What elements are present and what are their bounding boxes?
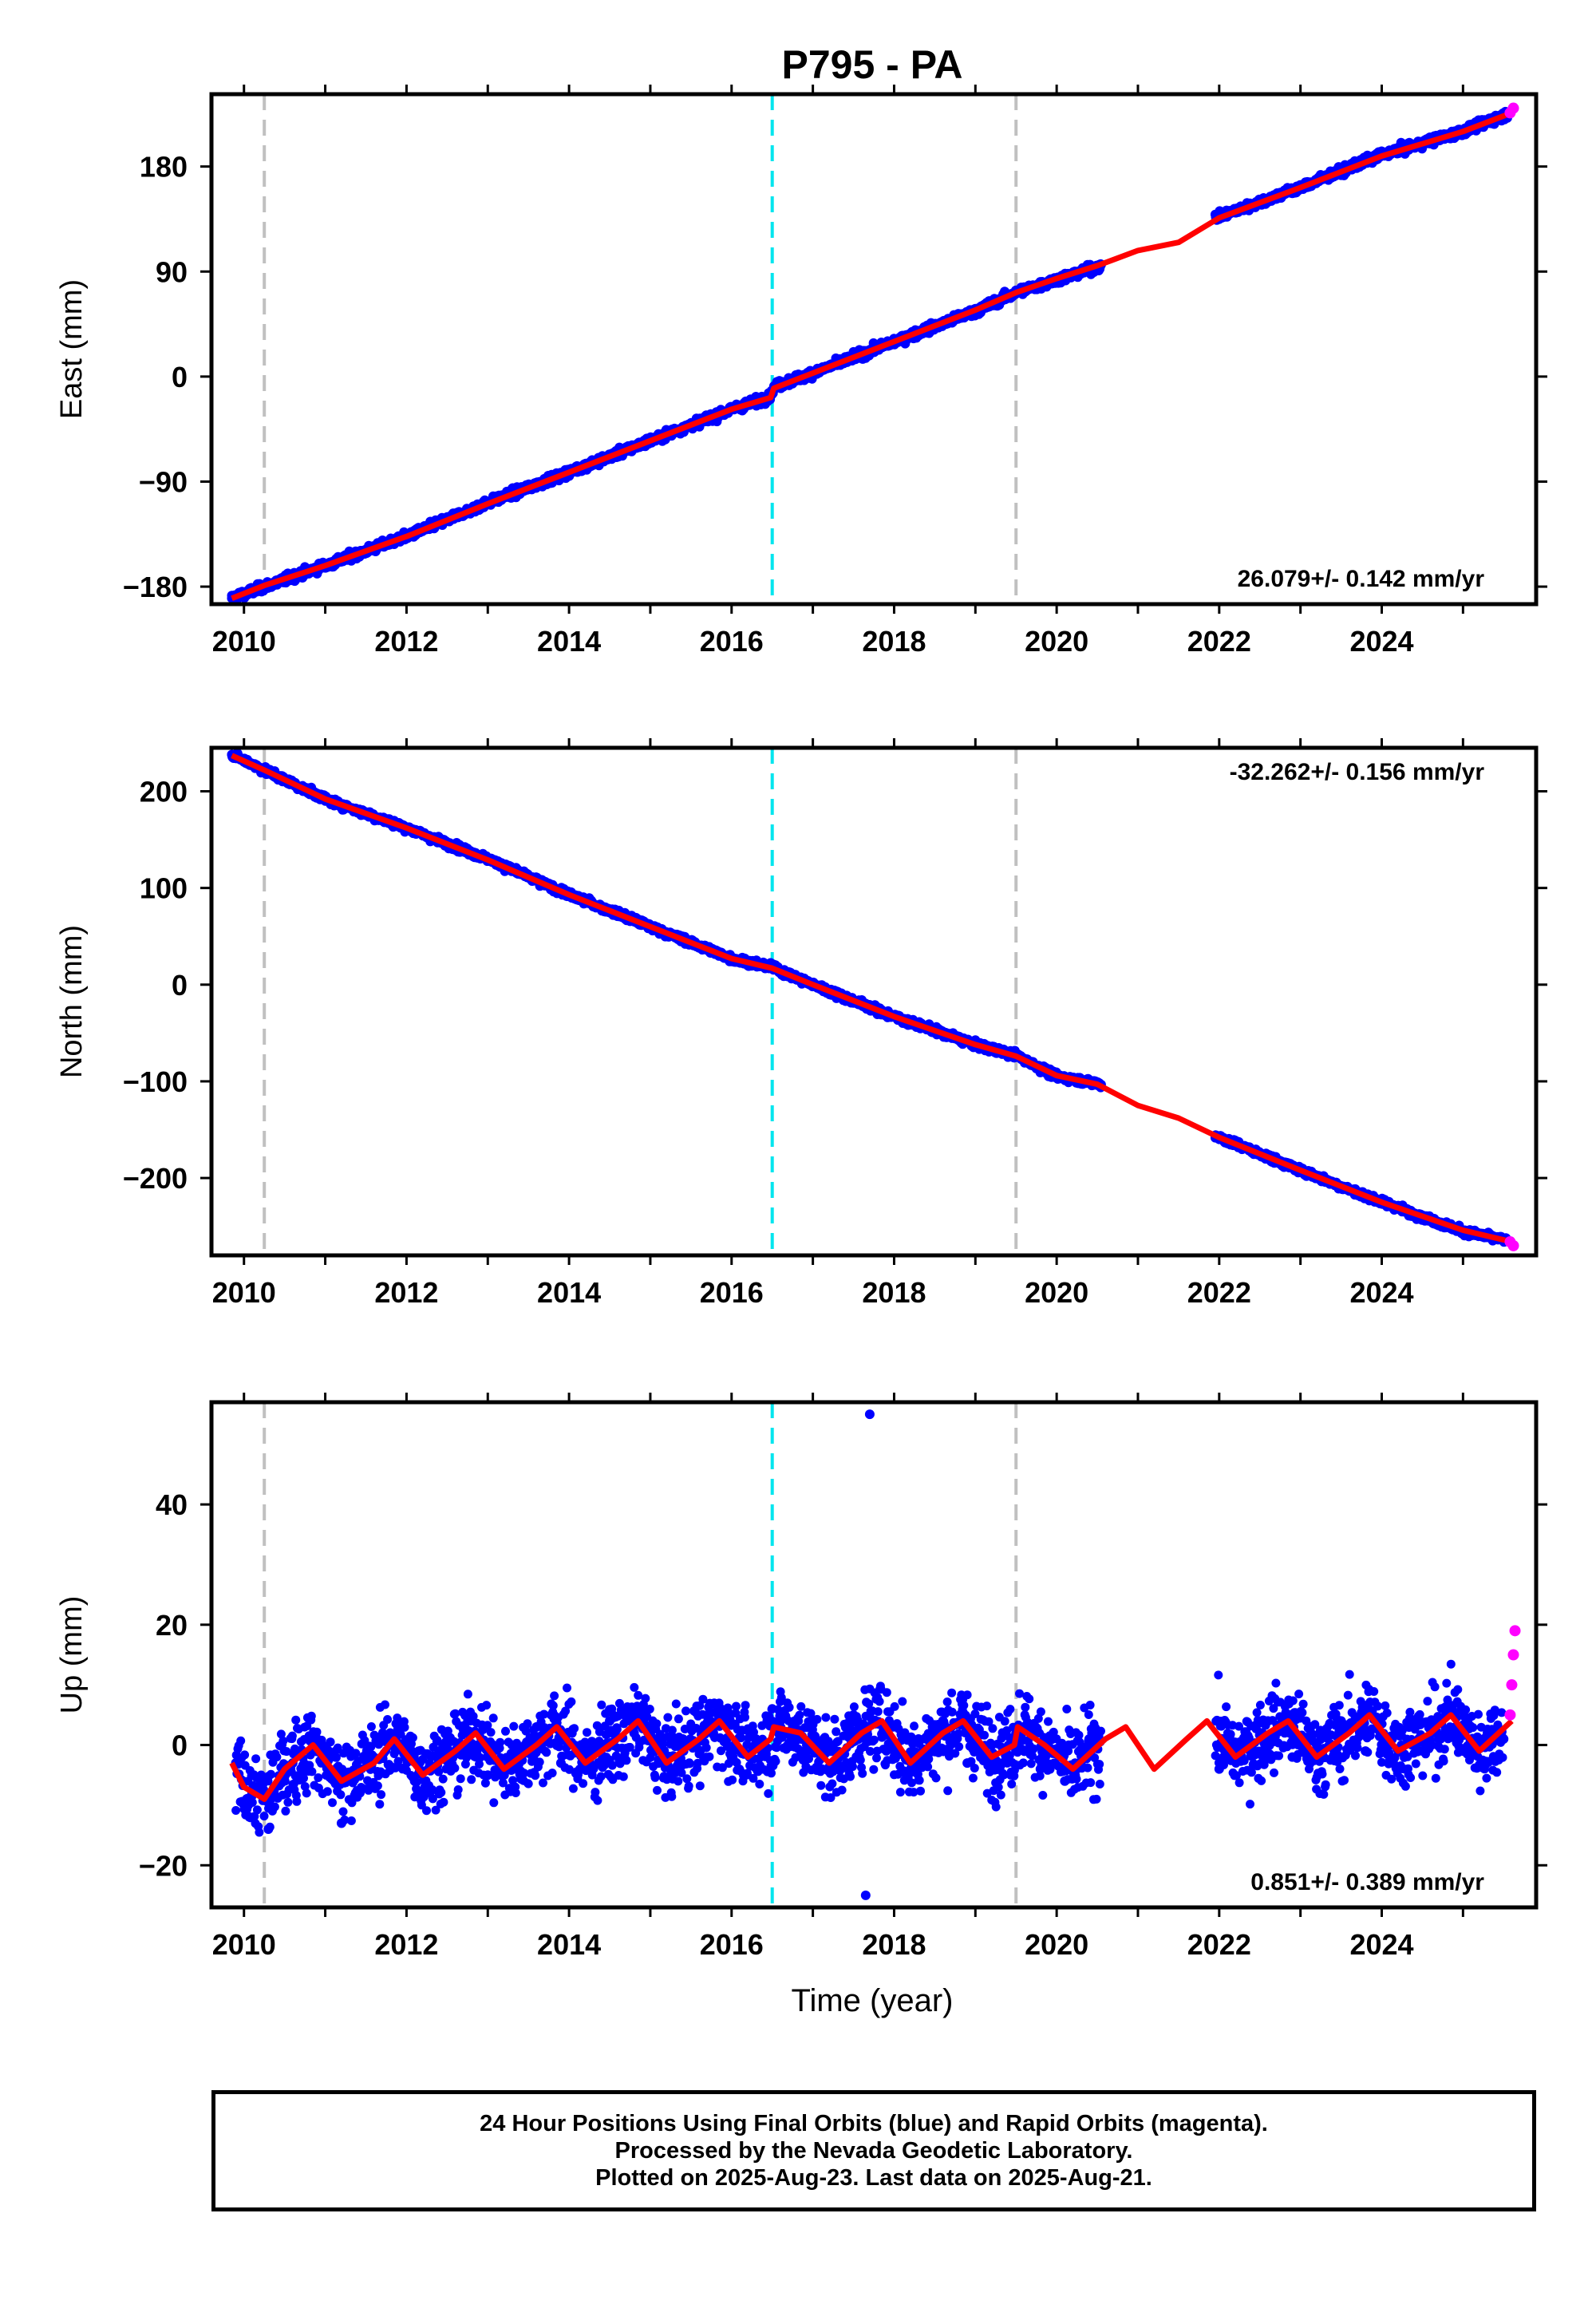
panel-up: 2010 2012 2014 2016 2018 2020 2022 2024−2002040… <box>55 1393 1547 1961</box>
final-orbits-point <box>240 1750 250 1760</box>
x-tick-label: 2016 <box>700 1276 764 1309</box>
x-tick-label: 2022 <box>1187 625 1251 658</box>
y-tick-label: 90 <box>156 255 188 288</box>
final-orbits-point <box>236 1736 246 1745</box>
x-tick-label: 2020 <box>1025 625 1088 658</box>
final-orbits-dots <box>227 749 1513 1247</box>
x-tick-label: 2022 <box>1187 1276 1251 1309</box>
plot-area <box>227 94 1519 604</box>
y-tick-label: −180 <box>123 571 188 603</box>
y-tick-label: 100 <box>140 872 188 905</box>
x-tick-label: 2012 <box>374 1276 438 1309</box>
rate-label: 26.079+/- 0.142 mm/yr <box>1238 566 1485 592</box>
panels: 2010 2012 2014 2016 2018 2020 2022 2024 −180 −90 0… <box>55 85 1547 1961</box>
x-tick-label: 2014 <box>537 625 601 658</box>
x-tick-label: 2018 <box>862 625 926 658</box>
x-tick-label: 2016 <box>700 625 764 658</box>
x-tick-label: 2010 <box>212 625 276 658</box>
x-tick-label: 2018 <box>862 1276 926 1309</box>
y-axis-label: East (mm) <box>55 279 89 419</box>
panel-north: 2010 2012 2014 2016 2018 2020 2022 2024 −200 −100… <box>55 738 1547 1309</box>
final-orbits-point <box>250 1812 259 1821</box>
y-tick-label: −200 <box>123 1162 188 1195</box>
x-tick-label: 2020 <box>1025 1276 1088 1309</box>
y-tick-label: 180 <box>140 151 188 184</box>
x-tick-label: 2024 <box>1349 625 1413 658</box>
panel-east: 2010 2012 2014 2016 2018 2020 2022 2024 −180 −90 0… <box>55 85 1547 658</box>
rapid-orbits-point <box>1507 1239 1519 1251</box>
x-tick-label: 2010 <box>212 1276 276 1309</box>
rate-label: -32.262+/- 0.156 mm/yr <box>1230 759 1485 785</box>
panel-frame <box>209 92 1539 607</box>
rapid-orbits-point <box>1507 102 1519 114</box>
model-fit-line <box>231 110 1513 601</box>
model-fit-line <box>231 753 1513 1245</box>
chart-title: P795 - PA <box>782 42 963 87</box>
plot-area <box>227 748 1519 1255</box>
y-tick-label: −90 <box>139 465 188 498</box>
final-orbits-point <box>247 1798 257 1807</box>
x-tick-label: 2012 <box>374 625 438 658</box>
y-tick-label: −100 <box>123 1065 188 1098</box>
x-tick-label: 2014 <box>537 1276 601 1309</box>
y-axis-label: North (mm) <box>55 925 89 1078</box>
panel-frame <box>209 745 1539 1258</box>
y-tick-label: 0 <box>172 969 188 1002</box>
final-orbits-point <box>251 1754 261 1764</box>
plot-area <box>229 1402 1521 1907</box>
final-orbits-dots <box>231 1409 1509 1900</box>
final-orbits-point <box>231 1806 241 1815</box>
y-tick-label: 200 <box>140 776 188 808</box>
y-tick-label: 0 <box>172 361 188 393</box>
x-tick-label: 2024 <box>1349 1276 1413 1309</box>
